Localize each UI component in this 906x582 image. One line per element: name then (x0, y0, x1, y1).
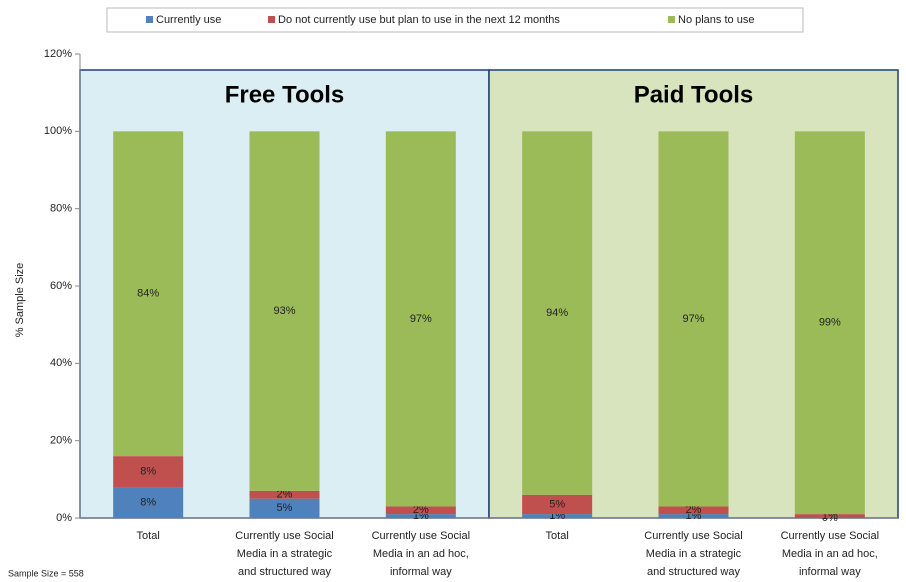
bar-segment (113, 487, 184, 518)
bar-segment (113, 131, 184, 457)
value-label: 8% (140, 496, 156, 508)
legend-swatch (146, 16, 153, 23)
value-label: 5% (277, 502, 293, 514)
x-tick-label: Currently use Social Media in an ad hoc, i… (372, 530, 470, 578)
annotation: Sample Size = 558 (8, 568, 84, 578)
value-label: 5% (549, 498, 565, 510)
legend-label: Do not currently use but plan to use in … (278, 14, 560, 26)
bar-segment (522, 131, 593, 495)
bar-segment (658, 506, 729, 515)
value-label: 84% (137, 288, 159, 300)
bar-segment (385, 506, 456, 515)
y-tick-label: 120% (44, 48, 72, 60)
y-tick-label: 60% (50, 280, 72, 292)
x-tick-label: Currently use Social Media in a strategic… (644, 530, 742, 578)
y-tick-label: 80% (50, 203, 72, 215)
legend-label: Currently use (156, 14, 221, 26)
legend-label: No plans to use (678, 14, 754, 26)
x-tick-label: Total (546, 530, 569, 542)
x-tick-label: Currently use Social Media in an ad hoc, i… (781, 530, 879, 578)
y-tick-label: 0% (56, 512, 72, 524)
bar-segment (522, 494, 593, 515)
value-label: 2% (686, 504, 702, 516)
x-tick-label: Total (137, 530, 160, 542)
bar-segment (249, 131, 320, 491)
y-tick-label: 40% (50, 357, 72, 369)
bar-segment (658, 131, 729, 507)
value-label: 2% (413, 504, 429, 516)
x-tick-label: Currently use Social Media in a strategic… (235, 530, 333, 578)
legend-swatch (668, 16, 675, 23)
value-label: 2% (277, 489, 293, 501)
y-axis-label: % Sample Size (14, 263, 26, 338)
value-label: 94% (546, 307, 568, 319)
value-label: 99% (819, 317, 841, 329)
bar-segment (113, 456, 184, 488)
value-label: 8% (140, 466, 156, 478)
value-label: 97% (410, 313, 432, 325)
y-tick-label: 100% (44, 125, 72, 137)
bar-segment (385, 514, 456, 518)
y-tick-label: 20% (50, 435, 72, 447)
legend-swatch (268, 16, 275, 23)
panel-title: Paid Tools (634, 81, 754, 108)
panel-title: Free Tools (225, 81, 345, 108)
value-label: 97% (682, 313, 704, 325)
bar-segment (522, 514, 593, 518)
bar-segment (658, 514, 729, 518)
value-label: 93% (273, 305, 295, 317)
bar-segment (249, 498, 320, 518)
bar-segment (794, 514, 865, 518)
legend-box (106, 7, 804, 33)
bar-segment (385, 131, 456, 507)
bar-segment (794, 131, 865, 515)
bar-segment (249, 490, 320, 499)
